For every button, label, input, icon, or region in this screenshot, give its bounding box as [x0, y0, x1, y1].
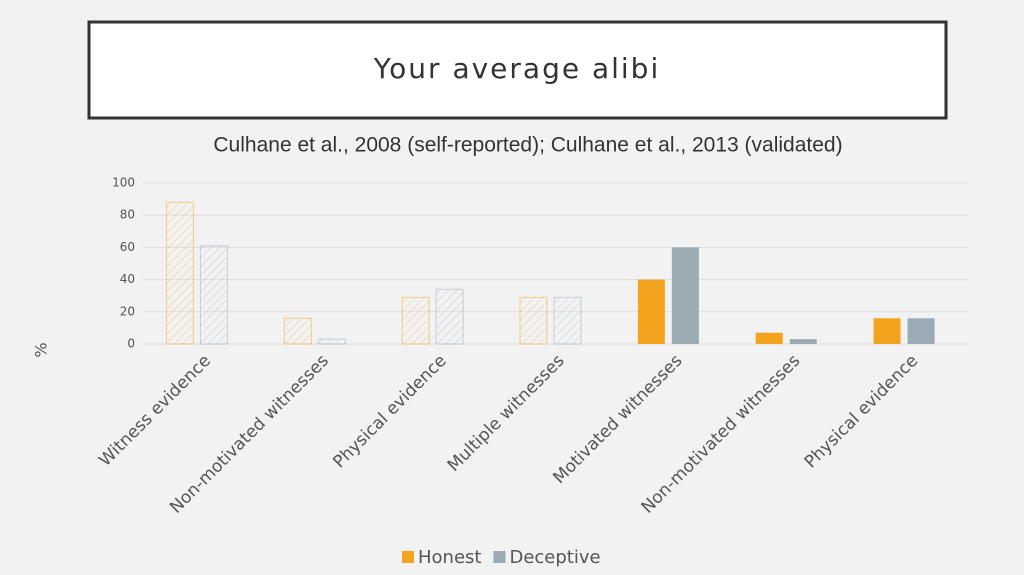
bar: [873, 318, 901, 344]
y-tick-label: 0: [127, 337, 135, 351]
y-axis-label: %: [32, 342, 51, 357]
x-tick-label: Physical evidence: [329, 351, 450, 472]
bar: [401, 296, 430, 345]
title-box: [87, 20, 948, 120]
y-tick-label: 60: [120, 240, 135, 254]
bar: [283, 317, 312, 345]
bar: [637, 279, 665, 344]
slide-title: Your average alibi: [373, 52, 660, 85]
bar: [671, 247, 699, 344]
legend-swatch: [493, 551, 506, 563]
bar: [435, 288, 464, 345]
chart-title: Culhane et al., 2008 (self-reported); Cu…: [213, 134, 842, 157]
x-tick-label: Witness evidence: [95, 351, 215, 471]
bar: [317, 338, 346, 345]
x-tick-label: Physical evidence: [801, 351, 922, 472]
y-tick-label: 80: [120, 208, 135, 222]
bar: [165, 201, 194, 345]
legend-label: Deceptive: [509, 547, 600, 568]
x-tick-label: Motivated witnesses: [549, 351, 686, 488]
bar: [519, 296, 548, 345]
bar: [755, 332, 783, 344]
x-tick-label: Multiple witnesses: [444, 351, 569, 476]
y-tick-label: 40: [120, 272, 135, 286]
bar: [553, 296, 582, 345]
bar: [789, 339, 817, 344]
y-tick-label: 20: [120, 304, 135, 318]
bar: [199, 245, 228, 345]
legend-swatch: [402, 551, 414, 563]
bar: [907, 318, 935, 344]
y-tick-label: 100: [112, 176, 135, 190]
legend-label: Honest: [418, 547, 481, 568]
